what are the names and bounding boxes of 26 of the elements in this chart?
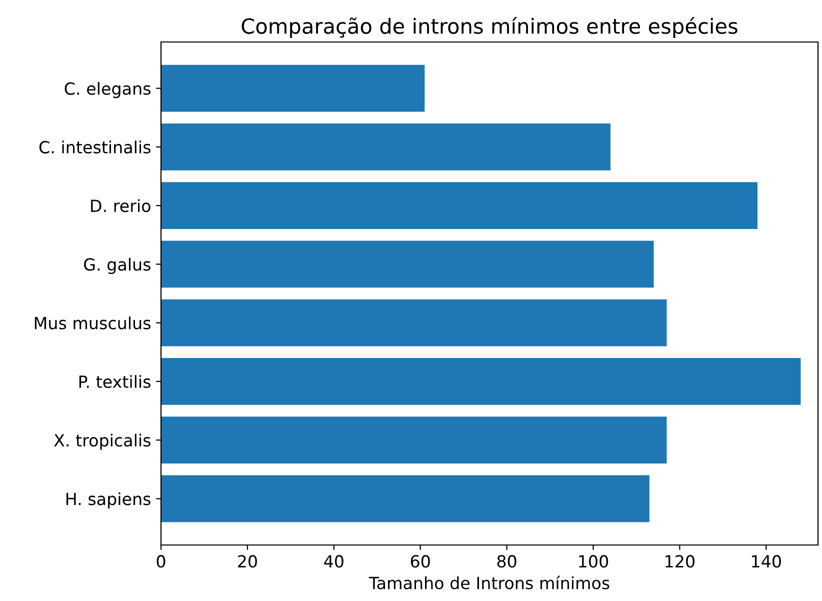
x-tick-label: 100 bbox=[579, 555, 608, 568]
bar bbox=[161, 64, 425, 112]
x-axis-title: Tamanho de Introns mínimos bbox=[368, 576, 610, 590]
bar bbox=[161, 182, 758, 230]
bar bbox=[161, 358, 801, 405]
bar bbox=[161, 475, 650, 522]
x-tick-label: 0 bbox=[156, 555, 166, 568]
y-tick-label: C. elegans bbox=[64, 82, 150, 98]
x-tick-label: 40 bbox=[324, 555, 344, 568]
x-tick-label: 120 bbox=[666, 555, 694, 568]
y-tick-label: C. intestinalis bbox=[39, 140, 150, 154]
y-tick-label: H. sapiens bbox=[66, 492, 150, 508]
y-tick-label: Mus musculus bbox=[34, 316, 150, 330]
y-tick-label: D. rerio bbox=[91, 199, 150, 212]
x-tick-label: 140 bbox=[752, 555, 781, 568]
bar bbox=[161, 299, 667, 346]
bar bbox=[161, 123, 611, 170]
y-tick-label: P. textilis bbox=[79, 375, 150, 388]
y-tick-label: X. tropicalis bbox=[54, 434, 150, 450]
bar bbox=[161, 416, 667, 464]
x-tick-label: 20 bbox=[238, 555, 257, 568]
x-tick-label: 80 bbox=[497, 555, 516, 568]
chart-title: Comparação de introns mínimos entre espécies bbox=[242, 17, 738, 38]
bar bbox=[161, 240, 654, 288]
x-tick-label: 60 bbox=[410, 555, 430, 568]
y-tick-label: G. galus bbox=[84, 258, 150, 274]
